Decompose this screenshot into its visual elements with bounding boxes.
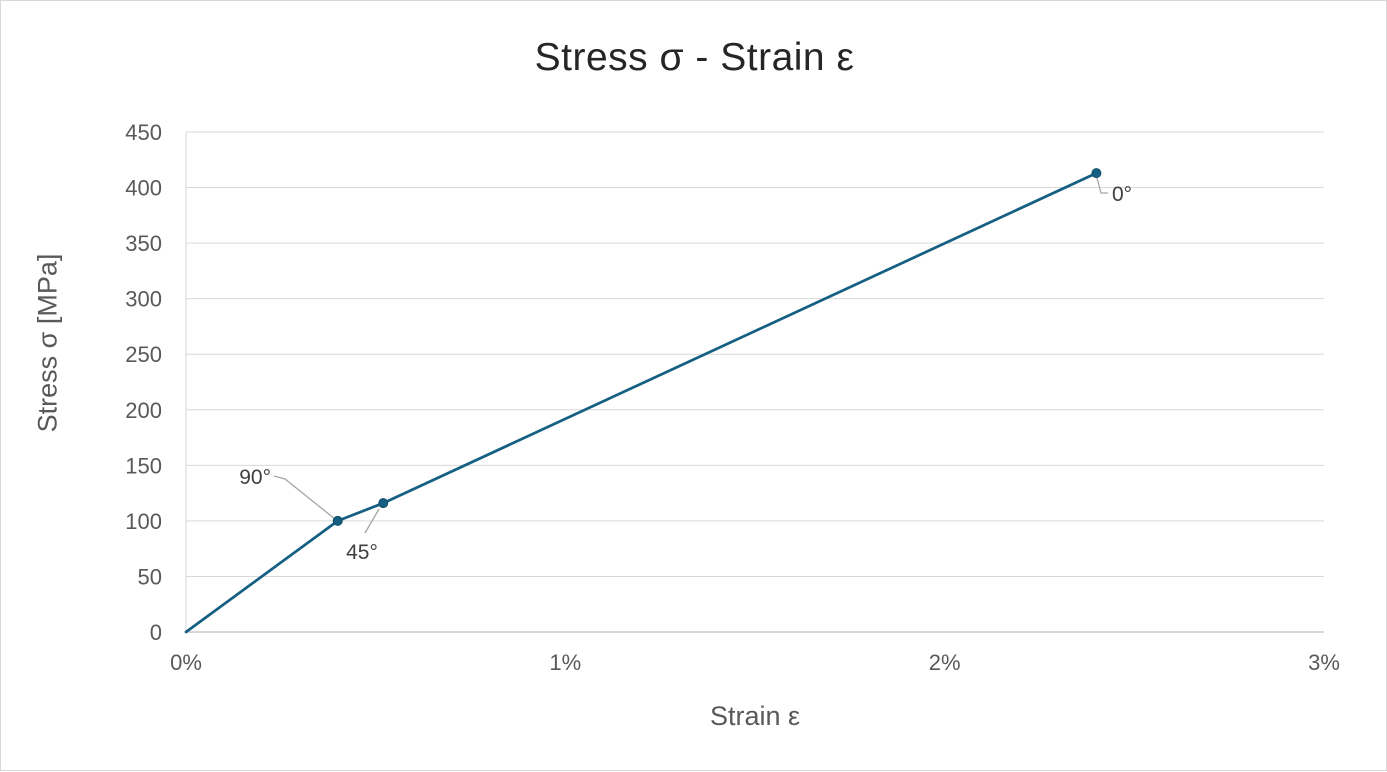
series-line xyxy=(184,171,1098,634)
y-tick-label: 100 xyxy=(125,509,162,534)
label-leader-line xyxy=(364,508,380,534)
y-tick-label: 150 xyxy=(125,453,162,478)
x-tick-label: 2% xyxy=(929,650,961,675)
label-leader-line xyxy=(273,475,336,520)
y-tick-label: 450 xyxy=(125,120,162,145)
data-point-marker xyxy=(378,498,389,509)
y-tick-label: 300 xyxy=(125,287,162,312)
data-point-marker xyxy=(332,515,343,526)
x-tick-label: 3% xyxy=(1308,650,1340,675)
data-point-label: 0° xyxy=(1112,183,1132,206)
y-tick-label: 250 xyxy=(125,342,162,367)
data-point-marker xyxy=(1091,168,1102,179)
y-tick-label: 200 xyxy=(125,398,162,423)
x-tick-label: 0% xyxy=(170,650,202,675)
y-tick-label: 400 xyxy=(125,176,162,201)
x-axis-title: Strain ε xyxy=(709,701,801,731)
label-leader-line xyxy=(1096,177,1108,194)
data-point-label: 45° xyxy=(346,541,378,564)
x-tick-label: 1% xyxy=(549,650,581,675)
y-tick-label: 0 xyxy=(150,620,162,645)
data-point-label: 90° xyxy=(239,466,271,489)
y-tick-label: 50 xyxy=(138,564,162,589)
chart-title: Stress σ - Strain ε xyxy=(534,36,855,79)
y-tick-label: 350 xyxy=(125,231,162,256)
